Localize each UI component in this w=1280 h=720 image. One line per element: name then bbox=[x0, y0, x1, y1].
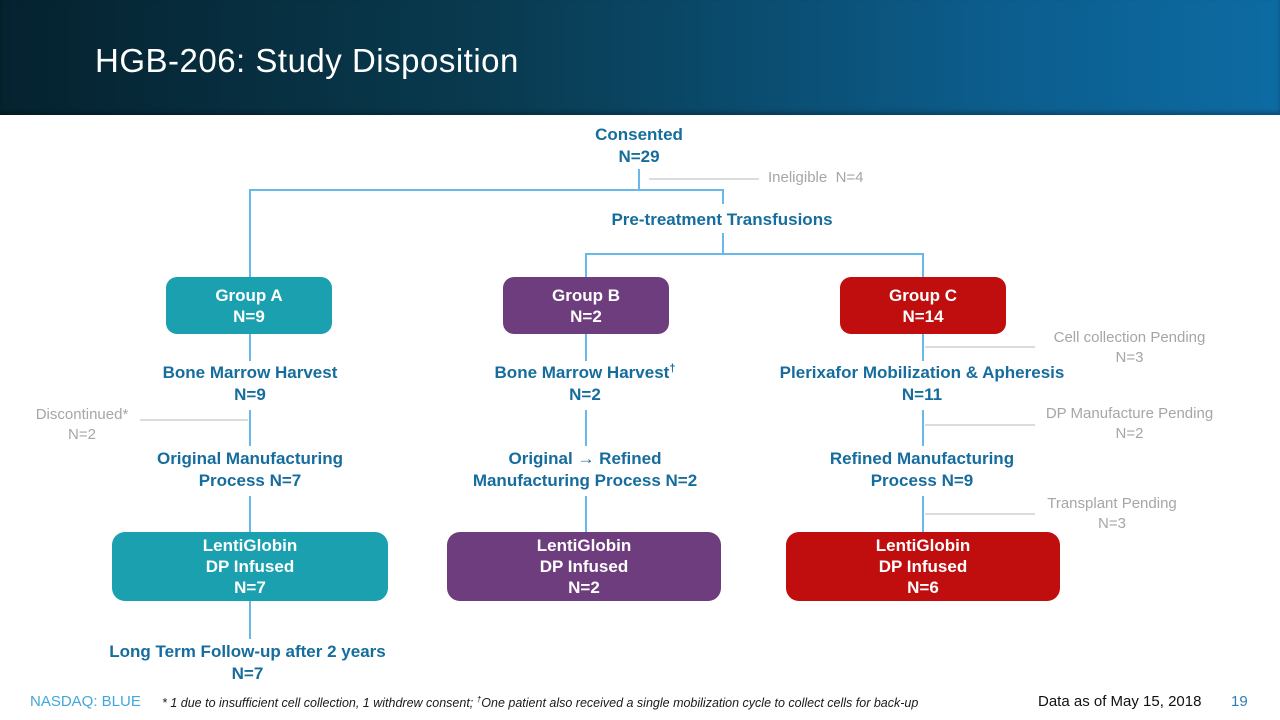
node-consented-label: Consented bbox=[595, 125, 683, 144]
annotation-transplant-n: N=3 bbox=[1098, 515, 1126, 532]
followup-label: Long Term Follow-up after 2 years bbox=[109, 642, 386, 661]
connector-mobilization-c-down bbox=[922, 410, 924, 446]
mfg-c-label: Refined Manufacturing bbox=[829, 449, 1015, 468]
connector-mfg-b-down bbox=[585, 496, 587, 532]
connector-consented-down bbox=[638, 169, 640, 190]
connector-to-group-b bbox=[585, 253, 587, 277]
annotation-dp-manufacture-pending: DP Manufacture Pending N=2 bbox=[1037, 404, 1222, 444]
slide-header: HGB-206: Study Disposition bbox=[0, 0, 1280, 115]
annotation-cell-collection-label: Cell collection Pending bbox=[1053, 329, 1206, 346]
followup-n: N=7 bbox=[231, 664, 264, 683]
harvest-a-label: Bone Marrow Harvest bbox=[162, 363, 338, 382]
annotation-discontinued-label: Discontinued* bbox=[35, 406, 129, 423]
connector-branch-top bbox=[249, 189, 724, 191]
annotation-ineligible: Ineligible N=4 bbox=[768, 168, 908, 188]
infused-b-line2: DP Infused bbox=[539, 557, 629, 576]
annotation-dp-manufacture-label: DP Manufacture Pending bbox=[1045, 405, 1214, 422]
connector-harvest-b-down bbox=[585, 410, 587, 446]
data-as-of-date: Data as of May 15, 2018 bbox=[1038, 693, 1202, 710]
node-lentiglobin-infused-b: LentiGlobin DP Infused N=2 bbox=[447, 532, 721, 601]
node-group-a: Group A N=9 bbox=[166, 277, 332, 334]
annotation-ineligible-label: Ineligible bbox=[768, 169, 828, 186]
node-lentiglobin-infused-a: LentiGlobin DP Infused N=7 bbox=[112, 532, 388, 601]
harvest-b-label-text: Bone Marrow Harvest bbox=[494, 363, 670, 382]
annotation-discontinued: Discontinued* N=2 bbox=[22, 405, 142, 445]
annotation-cell-collection-n: N=3 bbox=[1115, 349, 1144, 366]
infused-c-line2: DP Infused bbox=[878, 557, 968, 576]
slide-title: HGB-206: Study Disposition bbox=[95, 42, 519, 79]
node-consented-n: N=29 bbox=[618, 147, 660, 166]
infused-a-line1: LentiGlobin bbox=[202, 536, 298, 555]
nasdaq-ticker: NASDAQ: BLUE bbox=[30, 693, 141, 710]
node-lentiglobin-infused-c: LentiGlobin DP Infused N=6 bbox=[786, 532, 1060, 601]
node-plerixafor-mobilization: Plerixafor Mobilization & Apheresis N=11 bbox=[752, 362, 1092, 406]
node-original-refined-manufacturing: Original → Refined Manufacturing Process… bbox=[430, 448, 740, 492]
connector-to-pretreatment bbox=[722, 189, 724, 204]
connector-mfg-c-down bbox=[922, 496, 924, 532]
node-pretreatment-label: Pre-treatment Transfusions bbox=[611, 210, 833, 229]
footnote-part2: One patient also received a single mobil… bbox=[481, 696, 919, 710]
node-bone-marrow-harvest-b: Bone Marrow Harvest† N=2 bbox=[445, 362, 725, 406]
connector-to-group-c bbox=[922, 253, 924, 277]
footnote: * 1 due to insufficient cell collection,… bbox=[162, 694, 919, 710]
node-bone-marrow-harvest-a: Bone Marrow Harvest N=9 bbox=[130, 362, 370, 406]
node-consented: Consented N=29 bbox=[539, 124, 739, 168]
connector-mfg-a-down bbox=[249, 496, 251, 532]
infused-c-n: N=6 bbox=[907, 578, 939, 597]
connector-infused-a-down bbox=[249, 601, 251, 639]
node-group-c: Group C N=14 bbox=[840, 277, 1006, 334]
group-a-n: N=9 bbox=[233, 306, 265, 326]
footnote-dagger: † bbox=[476, 694, 482, 704]
node-long-term-followup: Long Term Follow-up after 2 years N=7 bbox=[75, 641, 420, 685]
infused-a-n: N=7 bbox=[234, 578, 266, 597]
harvest-b-dagger: † bbox=[669, 362, 676, 375]
group-c-label: Group C bbox=[889, 285, 957, 305]
annotation-dp-manufacture-n: N=2 bbox=[1115, 425, 1144, 442]
gray-line-ineligible bbox=[649, 178, 759, 180]
connector-to-group-a bbox=[249, 189, 251, 277]
group-c-n: N=14 bbox=[902, 306, 944, 326]
annotation-transplant-label: Transplant Pending bbox=[1047, 495, 1177, 512]
connector-harvest-a-down bbox=[249, 410, 251, 446]
page-number: 19 bbox=[1231, 693, 1248, 710]
gray-line-dp-manufacture bbox=[925, 424, 1035, 426]
mfg-b-n: Manufacturing Process N=2 bbox=[472, 471, 698, 490]
mfg-c-n: Process N=9 bbox=[870, 471, 974, 490]
connector-group-b-down bbox=[585, 334, 587, 361]
infused-b-n: N=2 bbox=[568, 578, 600, 597]
harvest-a-n: N=9 bbox=[234, 385, 266, 404]
connector-group-a-down bbox=[249, 334, 251, 361]
annotation-transplant-pending: Transplant Pending N=3 bbox=[1032, 494, 1192, 534]
mfg-a-label: Original Manufacturing bbox=[156, 449, 344, 468]
connector-group-c-down bbox=[922, 334, 924, 361]
infused-a-line2: DP Infused bbox=[205, 557, 295, 576]
harvest-b-n: N=2 bbox=[569, 385, 601, 404]
gray-line-cell-collection bbox=[925, 346, 1035, 348]
harvest-b-label: Bone Marrow Harvest† bbox=[445, 362, 725, 384]
group-b-n: N=2 bbox=[570, 306, 602, 326]
node-refined-manufacturing: Refined Manufacturing Process N=9 bbox=[792, 448, 1052, 492]
gray-line-transplant bbox=[925, 513, 1035, 515]
group-b-label: Group B bbox=[552, 285, 620, 305]
connector-branch-bc bbox=[585, 253, 924, 255]
node-original-manufacturing: Original Manufacturing Process N=7 bbox=[130, 448, 370, 492]
annotation-cell-collection-pending: Cell collection Pending N=3 bbox=[1037, 328, 1222, 368]
annotation-discontinued-n: N=2 bbox=[68, 426, 96, 443]
infused-b-line1: LentiGlobin bbox=[536, 536, 632, 555]
gray-line-discontinued bbox=[140, 419, 248, 421]
infused-c-line1: LentiGlobin bbox=[875, 536, 971, 555]
node-pretreatment: Pre-treatment Transfusions bbox=[572, 209, 872, 231]
mfg-a-n: Process N=7 bbox=[198, 471, 302, 490]
annotation-ineligible-n: N=4 bbox=[835, 169, 864, 186]
node-group-b: Group B N=2 bbox=[503, 277, 669, 334]
group-a-label: Group A bbox=[215, 285, 283, 305]
footnote-part1: * 1 due to insufficient cell collection,… bbox=[162, 696, 477, 710]
mobilization-c-n: N=11 bbox=[901, 385, 943, 404]
mobilization-c-label: Plerixafor Mobilization & Apheresis bbox=[779, 363, 1065, 382]
mfg-b-label: Original → Refined bbox=[508, 449, 662, 468]
connector-pretreatment-down bbox=[722, 233, 724, 254]
